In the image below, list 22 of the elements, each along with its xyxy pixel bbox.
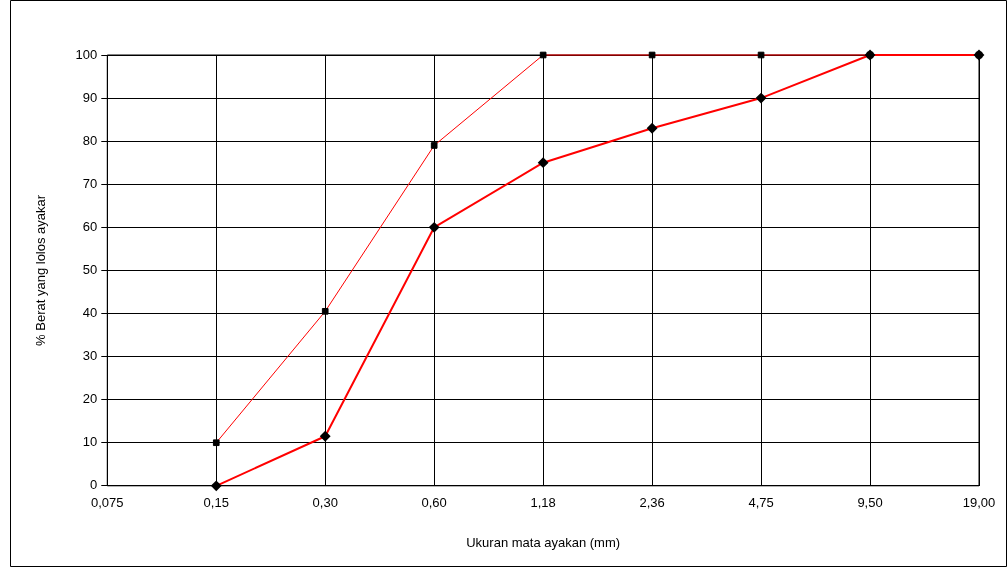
y-tick-label: 0 bbox=[90, 477, 98, 493]
x-tick-label: 1,18 bbox=[530, 495, 556, 511]
x-tick-label: 4,75 bbox=[748, 495, 774, 511]
y-tick-label: 60 bbox=[82, 218, 98, 234]
y-tick-label: 50 bbox=[82, 261, 98, 277]
y-axis-title: % Berat yang lolos ayakar bbox=[33, 194, 49, 346]
x-tick-label: 0,60 bbox=[421, 495, 447, 511]
y-tick-label: 40 bbox=[82, 305, 98, 321]
x-tick-label: 0,075 bbox=[91, 495, 124, 511]
y-tick-label: 30 bbox=[82, 348, 98, 364]
x-axis-title: Ukuran mata ayakan (mm) bbox=[466, 534, 621, 550]
y-tick-label: 100 bbox=[75, 46, 98, 62]
y-tick-label: 10 bbox=[82, 434, 98, 450]
x-tick-label: 19,00 bbox=[962, 495, 996, 511]
x-tick-label: 0,30 bbox=[312, 495, 338, 511]
x-tick-label: 2,36 bbox=[639, 495, 665, 511]
y-tick-label: 70 bbox=[82, 175, 98, 191]
y-tick-label: 20 bbox=[82, 391, 98, 407]
x-tick-label: 0,15 bbox=[203, 495, 229, 511]
y-tick-label: 90 bbox=[82, 89, 98, 105]
y-tick-label: 80 bbox=[82, 132, 98, 148]
x-tick-label: 9,50 bbox=[857, 495, 883, 511]
